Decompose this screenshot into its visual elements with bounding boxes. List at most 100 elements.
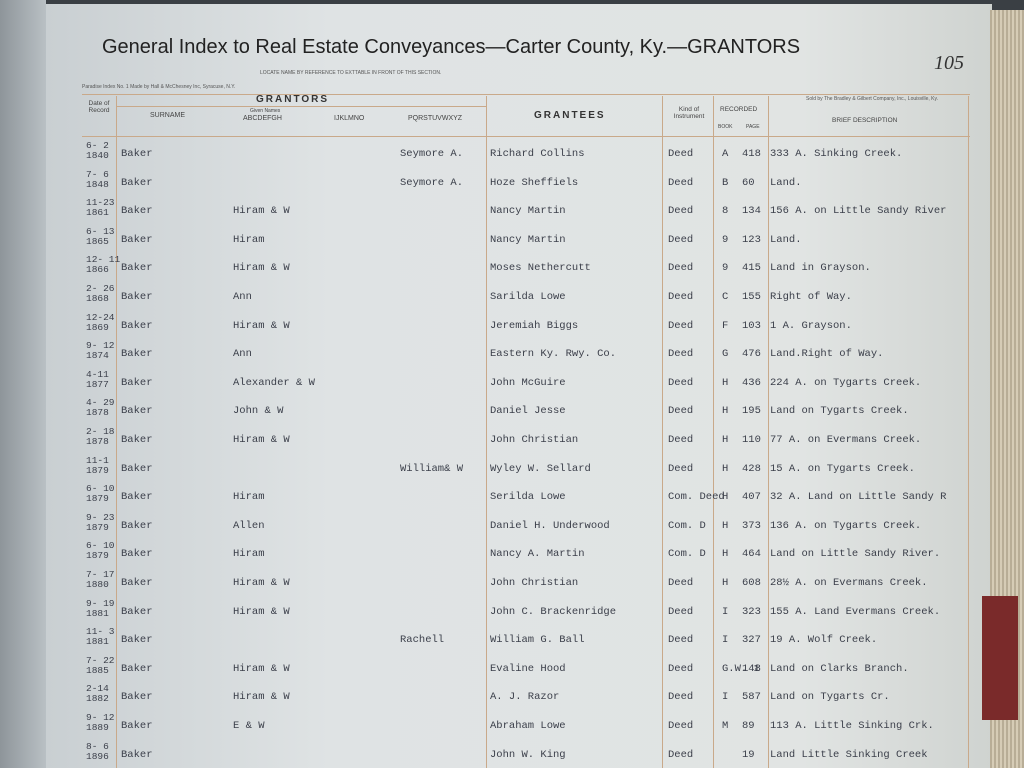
entry-description: 224 A. on Tygarts Creek.: [770, 376, 922, 389]
rule: [116, 96, 117, 768]
entry-grantee: Eastern Ky. Rwy. Co.: [490, 348, 617, 361]
entry-date: 9- 23: [86, 511, 115, 523]
entry-given-a-h: Hiram & W: [233, 205, 290, 218]
entry-kind: Deed: [668, 291, 694, 303]
entry-page: 418: [742, 148, 761, 160]
header-surname: SURNAME: [150, 112, 186, 119]
entry-page: 110: [742, 434, 761, 446]
entry-page: 407: [742, 491, 761, 504]
entry-surname: Baker: [121, 434, 153, 446]
entry-date: 6- 2: [86, 140, 109, 151]
entry-page: 89: [742, 720, 755, 732]
entry-page: 195: [742, 405, 761, 418]
entry-book: I: [722, 691, 729, 704]
entry-surname: Baker: [121, 748, 153, 761]
page-number: 105: [934, 52, 964, 74]
entry-date: 6- 10: [86, 483, 115, 495]
entry-description: Land in Grayson.: [770, 262, 871, 275]
entry-given-a-h: Hiram & W: [233, 605, 290, 618]
entry-year: 1879: [86, 521, 109, 533]
entry-page: 436: [742, 376, 761, 389]
entry-surname: Baker: [121, 319, 153, 332]
entry-surname: Baker: [121, 262, 153, 275]
entry-given-p-z: Seymore A.: [400, 176, 464, 189]
entry-grantee: Wyley W. Sellard: [490, 462, 591, 475]
entry-description: Land on Little Sandy River.: [770, 548, 941, 561]
entry-grantee: Richard Collins: [490, 148, 585, 160]
entry-given-a-h: Hiram & W: [233, 319, 290, 332]
entry-kind: Deed: [668, 319, 694, 332]
entry-grantee: John W. King: [490, 748, 566, 761]
entry-book: G: [722, 348, 729, 361]
entry-grantee: Hoze Sheffiels: [490, 176, 579, 189]
entry-year: 1869: [86, 321, 109, 333]
rule: [713, 96, 714, 768]
entry-description: 113 A. Little Sinking Crk.: [770, 720, 934, 732]
entry-date: 11- 3: [86, 626, 115, 638]
rule: [82, 94, 970, 95]
entry-grantee: Nancy Martin: [490, 233, 566, 246]
entry-page: 415: [742, 262, 761, 275]
entry-kind: Deed: [668, 748, 694, 761]
entry-page: 587: [742, 691, 761, 704]
entry-page: 608: [742, 577, 761, 589]
entry-surname: Baker: [121, 291, 153, 303]
entry-page: 155: [742, 291, 761, 303]
header-page: PAGE: [746, 124, 760, 130]
entry-year: 1848: [86, 178, 109, 190]
entry-page: 19: [742, 748, 755, 761]
entry-book: 9: [722, 233, 729, 246]
entry-surname: Baker: [121, 548, 153, 561]
entry-date: 2-14: [86, 683, 109, 695]
entry-description: Land on Clarks Branch.: [770, 662, 909, 675]
entry-page: 123: [742, 233, 761, 246]
entry-given-a-h: Hiram & W: [233, 691, 290, 704]
entry-kind: Deed: [668, 148, 694, 160]
entry-given-a-h: John & W: [233, 405, 284, 418]
rule: [768, 96, 769, 768]
header-grantors: GRANTORS: [256, 94, 330, 105]
header-given-p-z: PQRSTUVWXYZ: [408, 115, 463, 122]
entry-date: 11-23: [86, 197, 115, 209]
entry-grantee: Abraham Lowe: [490, 720, 566, 732]
header-book: BOOK: [718, 124, 733, 130]
entry-page: 373: [742, 519, 761, 532]
entry-kind: Deed: [668, 634, 694, 647]
header-given-a-h: ABCDEFGH: [243, 115, 282, 122]
entry-date: 2- 18: [86, 426, 115, 437]
entry-grantee: Sarilda Lowe: [490, 291, 566, 303]
entry-kind: Deed: [668, 205, 694, 218]
entry-date: 6- 13: [86, 225, 115, 237]
entry-kind: Com. Deed: [668, 491, 725, 504]
entry-book: G.W. 1: [722, 662, 760, 675]
entry-kind: Deed: [668, 262, 694, 275]
entry-kind: Deed: [668, 577, 694, 589]
entry-book: H: [722, 462, 729, 475]
entry-grantee: John C. Brackenridge: [490, 605, 617, 618]
entry-surname: Baker: [121, 348, 153, 361]
entry-year: 1861: [86, 207, 109, 219]
entry-description: 15 A. on Tygarts Creek.: [770, 462, 915, 475]
entry-date: 7- 22: [86, 654, 115, 666]
entry-date: 7- 17: [86, 569, 115, 580]
entry-grantee: John Christian: [490, 434, 579, 446]
entry-kind: Deed: [668, 691, 694, 704]
entry-surname: Baker: [121, 148, 153, 160]
entry-kind: Deed: [668, 462, 694, 475]
entry-surname: Baker: [121, 634, 153, 647]
entry-description: 155 A. Land Evermans Creek.: [770, 605, 941, 618]
entry-kind: Com. D: [668, 519, 706, 532]
entry-book: A: [722, 148, 729, 160]
entry-grantee: William G. Ball: [490, 634, 585, 647]
entry-surname: Baker: [121, 205, 153, 218]
entry-grantee: Moses Nethercutt: [490, 262, 591, 275]
entry-given-p-z: Rachell: [400, 634, 445, 647]
entry-given-a-h: Hiram & W: [233, 262, 290, 275]
entry-description: 136 A. on Tygarts Creek.: [770, 519, 922, 532]
rule: [662, 96, 663, 768]
index-tab: [982, 596, 1018, 720]
entry-page: 428: [742, 462, 761, 475]
entry-year: 1868: [86, 293, 109, 304]
entry-surname: Baker: [121, 605, 153, 618]
